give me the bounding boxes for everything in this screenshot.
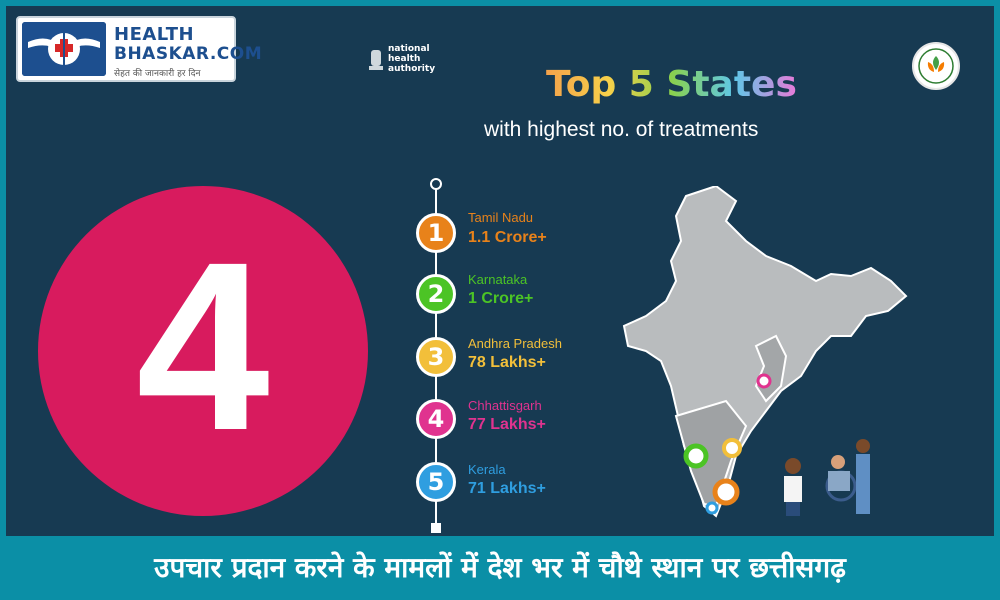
rank-badge: 5 <box>416 462 456 502</box>
state-name: Karnataka <box>468 272 528 287</box>
infographic-subtitle: with highest no. of treatments <box>484 118 759 141</box>
health-bhaskar-logo[interactable]: HEALTH BHASKAR.COM सेहत की जानकारी हर दि… <box>16 16 262 82</box>
leaf-emblem-icon <box>918 48 954 84</box>
rank-badge: 4 <box>416 399 456 439</box>
state-value: 77 Lakhs+ <box>468 416 546 433</box>
chhattisgarh-marker-icon <box>756 373 772 389</box>
nha-text: national health authority <box>388 44 436 74</box>
andhra-marker-icon <box>722 438 742 458</box>
logo-line2: BHASKAR.COM <box>114 44 263 64</box>
rank-badge: 3 <box>416 337 456 377</box>
logo-line1: HEALTH <box>114 24 195 45</box>
rank-badge: 1 <box>416 213 456 253</box>
headline-banner: उपचार प्रदान करने के मामलों में देश भर म… <box>0 536 1000 600</box>
state-value: 1.1 Crore+ <box>468 229 547 246</box>
rank-badge: 2 <box>416 274 456 314</box>
karnataka-marker-icon <box>683 443 709 469</box>
timeline-end-marker <box>431 523 441 533</box>
state-value: 78 Lakhs+ <box>468 354 546 371</box>
state-name: Tamil Nadu <box>468 210 534 225</box>
state-name: Kerala <box>468 462 506 477</box>
logo-tagline: सेहत की जानकारी हर दिन <box>114 69 201 79</box>
highlight-rank-number: 4 <box>136 212 270 480</box>
india-map-illustration <box>622 186 908 518</box>
headline-text: उपचार प्रदान करने के मामलों में देश भर म… <box>154 551 846 584</box>
state-name: Chhattisgarh <box>468 398 542 413</box>
emblem-icon <box>369 50 383 70</box>
highlight-rank-circle: 4 <box>38 186 368 516</box>
pmjay-logo <box>912 42 960 90</box>
healthcare-workers-illustration <box>784 439 870 516</box>
nha-logo: national health authority <box>368 44 448 78</box>
timeline-start-dot <box>430 178 442 190</box>
caduceus-logo-icon <box>22 22 106 76</box>
infographic-panel: HEALTH BHASKAR.COM सेहत की जानकारी हर दि… <box>6 6 994 536</box>
state-value: 1 Crore+ <box>468 290 534 307</box>
tamil-nadu-marker-icon <box>712 478 740 506</box>
kerala-marker-icon <box>705 501 719 515</box>
state-name: Andhra Pradesh <box>468 336 562 351</box>
infographic-title: Top 5 States <box>546 64 797 105</box>
state-value: 71 Lakhs+ <box>468 480 546 497</box>
